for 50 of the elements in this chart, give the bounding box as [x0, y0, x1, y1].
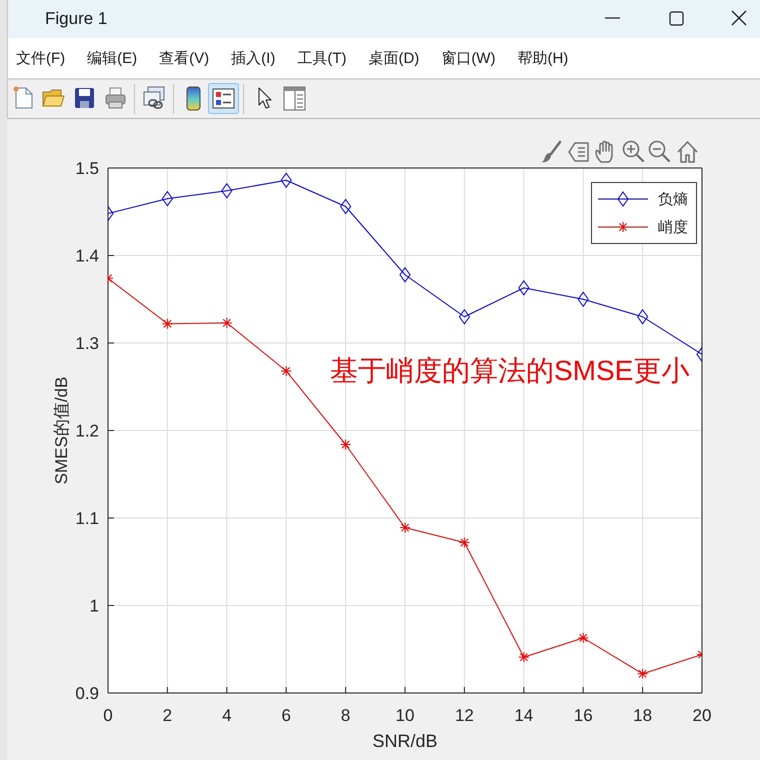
point	[340, 199, 352, 214]
point	[162, 318, 173, 330]
y-tick-label: 1.1	[75, 509, 99, 528]
point	[518, 280, 530, 296]
point	[400, 522, 410, 534]
y-tick-label: 1.2	[75, 422, 99, 441]
text: 编辑(E)	[87, 49, 138, 68]
point	[400, 267, 410, 282]
text: 插入(I)	[231, 49, 276, 68]
point	[637, 309, 648, 324]
point	[518, 652, 530, 663]
point	[578, 292, 589, 307]
y-tick-label: 1.5	[75, 159, 99, 178]
text: 工具(T)	[297, 49, 346, 68]
caption: Figure 1	[45, 9, 108, 29]
point	[280, 172, 292, 188]
text: 桌面(D)	[368, 49, 420, 68]
point	[637, 668, 648, 680]
x-tick-label: 6	[281, 706, 291, 726]
x-tick-label: 20	[692, 706, 712, 726]
x-tick-label: 10	[396, 706, 414, 726]
y-tick-label: 1.3	[75, 334, 99, 354]
x-tick-label: 2	[162, 706, 172, 726]
legend-label: 峭度	[658, 218, 688, 236]
point	[458, 309, 470, 324]
y-tick-label: 0.9	[75, 684, 99, 704]
y-tick-label: 1	[90, 596, 99, 616]
text: 帮助(H)	[517, 49, 568, 68]
text: 窗口(W)	[441, 49, 496, 68]
annotation: 基于峭度的算法的SMSE更小	[330, 355, 690, 386]
x-tick-label: 8	[340, 706, 350, 726]
legend-label: 负熵	[658, 190, 688, 208]
x-tick-label: 0	[103, 706, 113, 726]
x-tick-label: 12	[454, 706, 474, 726]
point	[578, 632, 589, 644]
point	[280, 366, 292, 376]
text: 文件(F)	[16, 49, 66, 68]
point	[221, 183, 232, 198]
x-axis-title: SNR/dB	[372, 731, 438, 751]
point	[340, 439, 352, 450]
point	[162, 191, 173, 206]
x-tick-label: 18	[633, 706, 652, 726]
x-tick-label: 4	[222, 706, 232, 726]
x-tick-label: 14	[514, 706, 534, 726]
point	[458, 537, 470, 548]
text: 查看(V)	[159, 49, 210, 68]
point	[221, 317, 232, 328]
x-tick-label: 16	[574, 706, 593, 726]
y-tick-label: 1.4	[75, 246, 99, 266]
y-axis-title: SMES的值/dB	[52, 376, 72, 484]
